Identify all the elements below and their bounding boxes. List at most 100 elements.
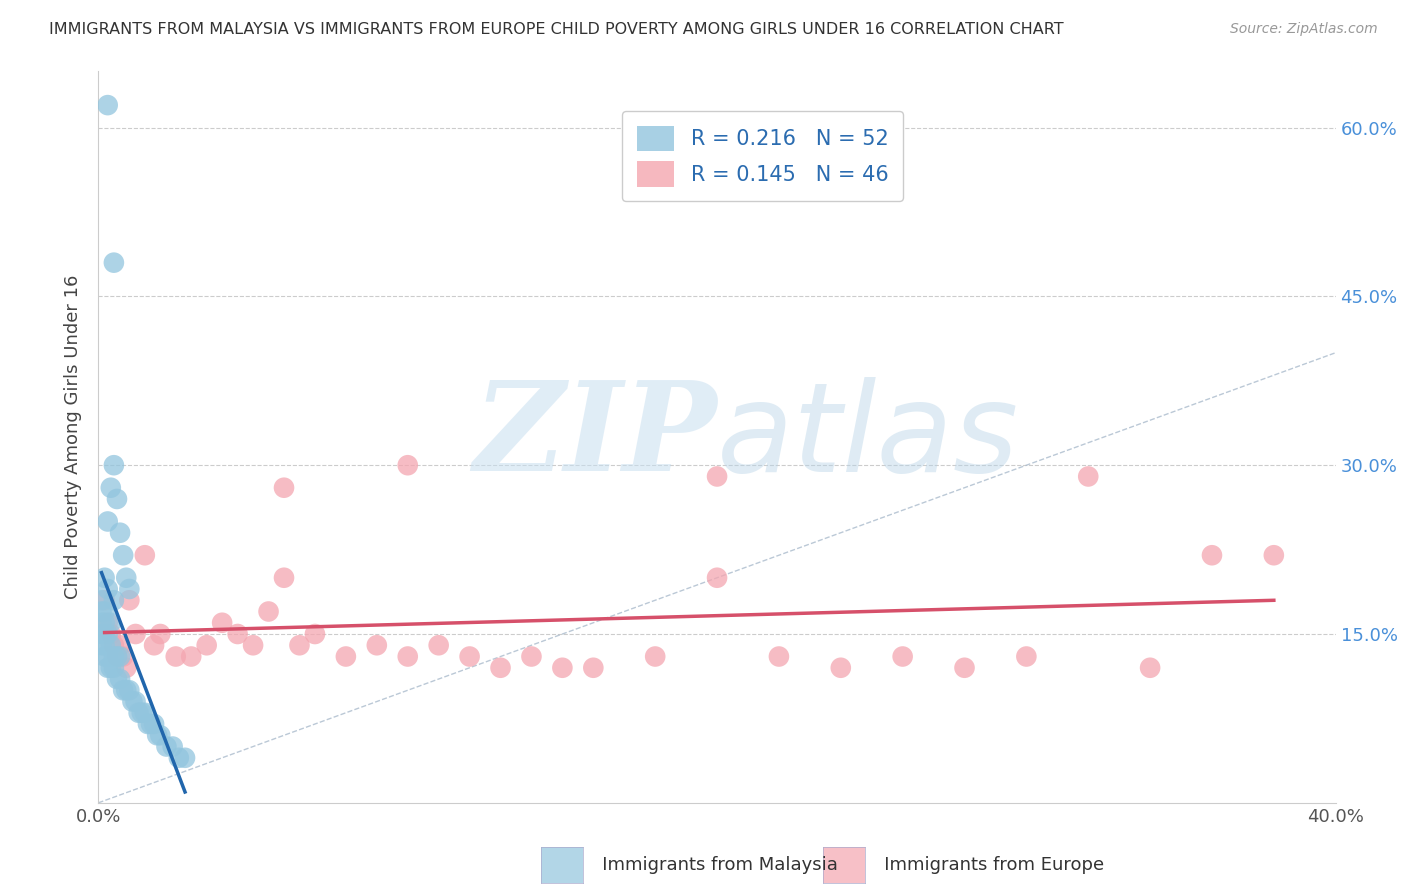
Point [174,751,197,765]
Point [706,469,728,483]
Point [90,605,112,619]
Point [103,661,125,675]
Point [108,649,131,664]
Text: ZIP: ZIP [474,376,717,498]
Point [1139,661,1161,675]
Point [93,571,115,585]
Point [103,593,125,607]
Point [427,638,450,652]
Point [100,627,122,641]
Point [146,728,169,742]
Point [103,255,125,269]
Point [105,649,128,664]
Point [128,706,150,720]
Point [211,615,233,630]
Point [489,661,512,675]
Point [108,525,131,540]
Point [131,706,153,720]
Point [108,672,131,686]
Point [242,638,264,652]
Text: Immigrants from Europe: Immigrants from Europe [844,856,1104,874]
Point [97,627,120,641]
Point [162,739,184,754]
Point [105,672,128,686]
Point [335,649,357,664]
Point [105,491,128,506]
Point [118,683,141,698]
Point [97,515,120,529]
Point [115,683,138,698]
Point [582,661,605,675]
Point [953,661,976,675]
Point [155,739,177,754]
Point [891,649,914,664]
Text: Source: ZipAtlas.com: Source: ZipAtlas.com [1230,22,1378,37]
Point [100,661,122,675]
Y-axis label: Child Poverty Among Girls Under 16: Child Poverty Among Girls Under 16 [65,275,83,599]
Point [273,571,295,585]
Point [143,717,166,731]
Point [273,481,295,495]
Point [100,481,122,495]
Text: Immigrants from Malaysia: Immigrants from Malaysia [562,856,838,874]
Point [180,649,202,664]
Point [1201,548,1223,562]
Point [121,694,143,708]
Point [396,649,419,664]
Point [830,661,852,675]
Point [195,638,218,652]
Text: atlas: atlas [717,376,1019,498]
Point [97,98,120,112]
Point [644,649,666,664]
Point [100,638,122,652]
Point [93,649,115,664]
Point [90,638,112,652]
Point [165,649,187,664]
Point [304,627,326,641]
Point [90,627,112,641]
Point [149,627,172,641]
Point [143,638,166,652]
Point [226,627,249,641]
Point [149,728,172,742]
Point [90,593,112,607]
Point [1263,548,1285,562]
Point [118,593,141,607]
Point [112,649,135,664]
Point [458,649,481,664]
Point [93,605,115,619]
Point [257,605,280,619]
Point [1077,469,1099,483]
Point [112,683,135,698]
Legend: R = 0.216   N = 52, R = 0.145   N = 46: R = 0.216 N = 52, R = 0.145 N = 46 [623,111,904,202]
Point [366,638,388,652]
Point [115,661,138,675]
Point [134,706,156,720]
Point [139,717,162,731]
Point [118,582,141,596]
Point [396,458,419,473]
Point [768,649,790,664]
Point [100,615,122,630]
Point [97,649,120,664]
Point [93,593,115,607]
Point [108,638,131,652]
Point [90,615,112,630]
Point [93,638,115,652]
Point [105,649,128,664]
Point [124,627,146,641]
Point [115,571,138,585]
Point [112,548,135,562]
Point [124,694,146,708]
Point [288,638,311,652]
Point [167,751,190,765]
Point [134,548,156,562]
Text: IMMIGRANTS FROM MALAYSIA VS IMMIGRANTS FROM EUROPE CHILD POVERTY AMONG GIRLS UND: IMMIGRANTS FROM MALAYSIA VS IMMIGRANTS F… [49,22,1064,37]
Point [136,717,159,731]
Point [551,661,574,675]
Point [103,649,125,664]
Point [93,615,115,630]
Point [706,571,728,585]
Point [97,661,120,675]
Point [103,638,125,652]
